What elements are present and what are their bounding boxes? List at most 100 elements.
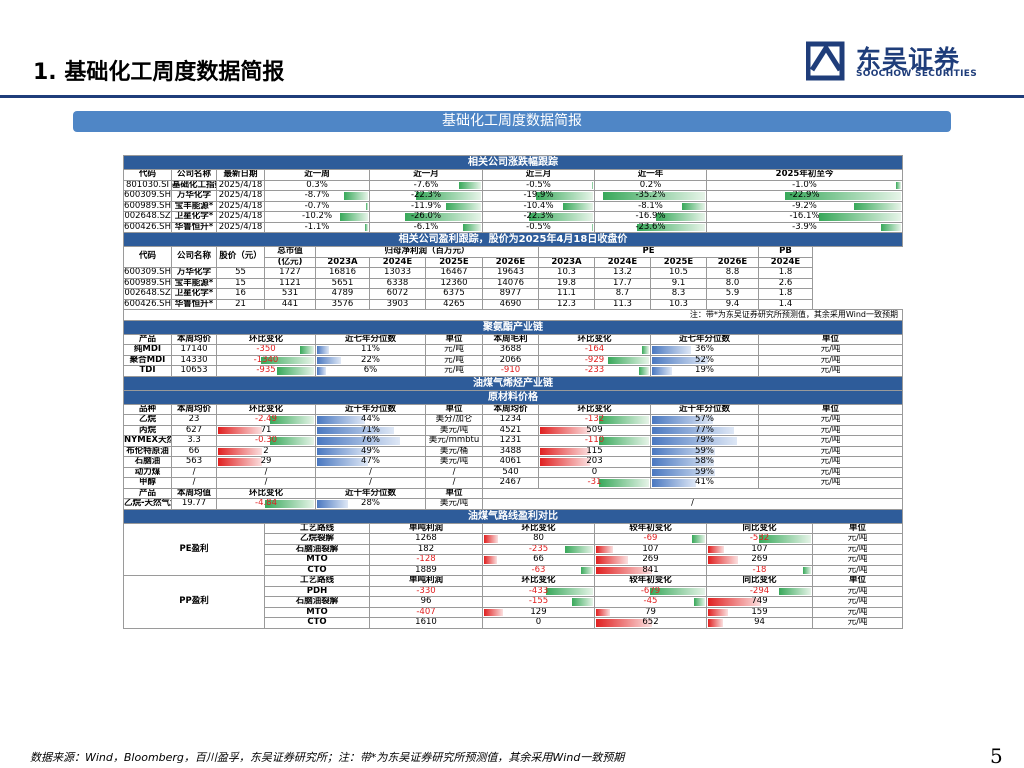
section-title: 油煤气烯烃产业链 [123,375,903,391]
value-bar [484,608,503,616]
table-note: 注：带*为东吴证券研究所预测值，其余采用Wind一致预期 [123,309,903,321]
column-header: 近三月 [482,169,595,181]
table-cell: 509 [538,424,651,436]
table-cell: 531 [264,288,316,300]
column-header: 单位 [425,487,483,499]
note-row: 注：带*为东吴证券研究所预测值，其余采用Wind一致预期 [123,309,903,321]
value-bar [652,468,716,476]
table-cell: 宝丰能源* [171,277,217,289]
value-bar [652,458,715,466]
value-bar [599,437,649,445]
table-cell: 1889 [369,564,483,576]
table-cell: 21 [216,298,265,310]
polyurethane-row: TDI 10653 -935 6% 元/吨 -910 -233 19% 元/吨 [123,365,903,377]
table-cell: 80 [482,533,595,545]
table-cell: 6% [315,365,426,377]
table-cell: 2 [216,445,316,457]
value-bar [317,437,400,445]
table-cell: -4.84 [216,498,316,510]
value-bar [317,346,329,354]
value-bar [265,500,314,508]
table-cell: PDH [264,585,370,597]
column-header: 产品 [123,333,172,345]
column-header-row: 品种 本周均价 环比变化 近十年分位数 单位 本周均价 环比变化 近十年分位数 单位 [123,403,903,415]
value-bar [708,619,723,627]
table-cell: -35.2% [594,190,707,202]
table-cell: 129 [482,606,595,618]
table-cell: 182 [369,543,483,555]
value-bar [596,566,652,574]
earnings-row: 600426.SH 华鲁恒升* 21 441 3576 3903 4265 4690 12.3 1… [123,298,903,310]
value-bar [540,426,590,434]
table-cell: 19.77 [171,498,217,510]
feedstock-row: 动力煤 / / //540 0 59% 元/吨 [123,466,903,478]
table-cell: 11% [315,344,426,356]
table-cell: 13.2 [594,267,651,279]
table-cell: 4690 [482,298,539,310]
column-header: 环比变化 [482,575,595,587]
table-cell: -532 [706,533,813,545]
value-bar [218,426,263,434]
column-header: 2025年初至今 [706,169,903,181]
value-bar [317,458,369,466]
value-bar [484,556,497,564]
table-cell: -910 [482,365,539,377]
column-header: 工艺路线 [264,575,370,587]
table-cell: 元/吨 [758,466,903,478]
column-header: 单位 [812,575,903,587]
margin-row: 乙烷裂解 1268 80 -69 -532 元/吨 [124,533,903,545]
column-header: 本周均价 [482,403,539,415]
section-subtitle: 原材料价格 [123,389,903,405]
column-header: PB [758,246,813,258]
table-cell: 元/吨 [758,354,903,366]
table-cell: -22.3% [369,190,483,202]
column-header: 2025E [650,256,707,268]
table-cell: / [171,477,217,489]
table-cell: -0.5% [482,179,595,191]
table-cell: / [315,466,426,478]
value-bar [563,202,593,210]
table-cell: 10653 [171,365,217,377]
company-logo: 东吴证券 SOOCHOW SECURITIES [806,40,1006,82]
table-cell [482,487,903,499]
value-bar [895,181,901,189]
title-divider [0,95,1024,98]
table-cell: 17140 [171,344,217,356]
table-cell: 1234 [482,414,539,426]
table-cell: 元/吨 [812,554,903,566]
table-cell: 元/吨 [425,365,483,377]
table-cell: CTO [264,617,370,629]
table-cell: -350 [216,344,316,356]
section-header: 相关公司涨跌幅跟踪 [123,155,903,170]
table-cell: 16 [216,288,265,300]
table-cell: 9.4 [706,298,759,310]
table-cell: -935 [216,365,316,377]
value-bar [365,223,368,231]
table-cell: 2025/4/18 [216,179,265,191]
table-cell: -929 [538,354,651,366]
table-cell: 269 [706,554,813,566]
column-header: 最新日期 [216,169,265,181]
earnings-row: 600309.SH 万华化学 55 1727 16816 13033 16467 19643 1… [123,267,903,279]
table-cell: 841 [594,564,707,576]
column-header: 代码 [123,169,172,181]
table-cell: 12.3 [538,298,595,310]
column-header: 近一月 [369,169,483,181]
table-cell: 19% [650,365,759,377]
table-cell: 1.8 [758,267,813,279]
table-cell: 美元/吨 [425,456,483,468]
polyurethane-row: 纯MDI 17140 -350 11% 元/吨 3688 -164 36% 元/吨 [123,344,903,356]
table-cell: 600426.SH [123,221,172,233]
table-cell: 1121 [264,277,316,289]
table-cell: -407 [369,606,483,618]
table-cell: / [315,477,426,489]
table-cell: 79% [650,435,759,447]
column-header-row: 产品 本周均价 环比变化 近七年分位数 单位 本周毛利 环比变化 近七年分位数 单位 [123,333,903,345]
table-cell: 13033 [369,267,426,279]
table-cell: -10.4% [482,200,595,212]
value-bar [340,213,368,221]
table-cell: / [425,477,483,489]
table-cell: / [425,466,483,478]
table-cell: 1.4 [758,298,813,310]
table-cell: 1610 [369,617,483,629]
